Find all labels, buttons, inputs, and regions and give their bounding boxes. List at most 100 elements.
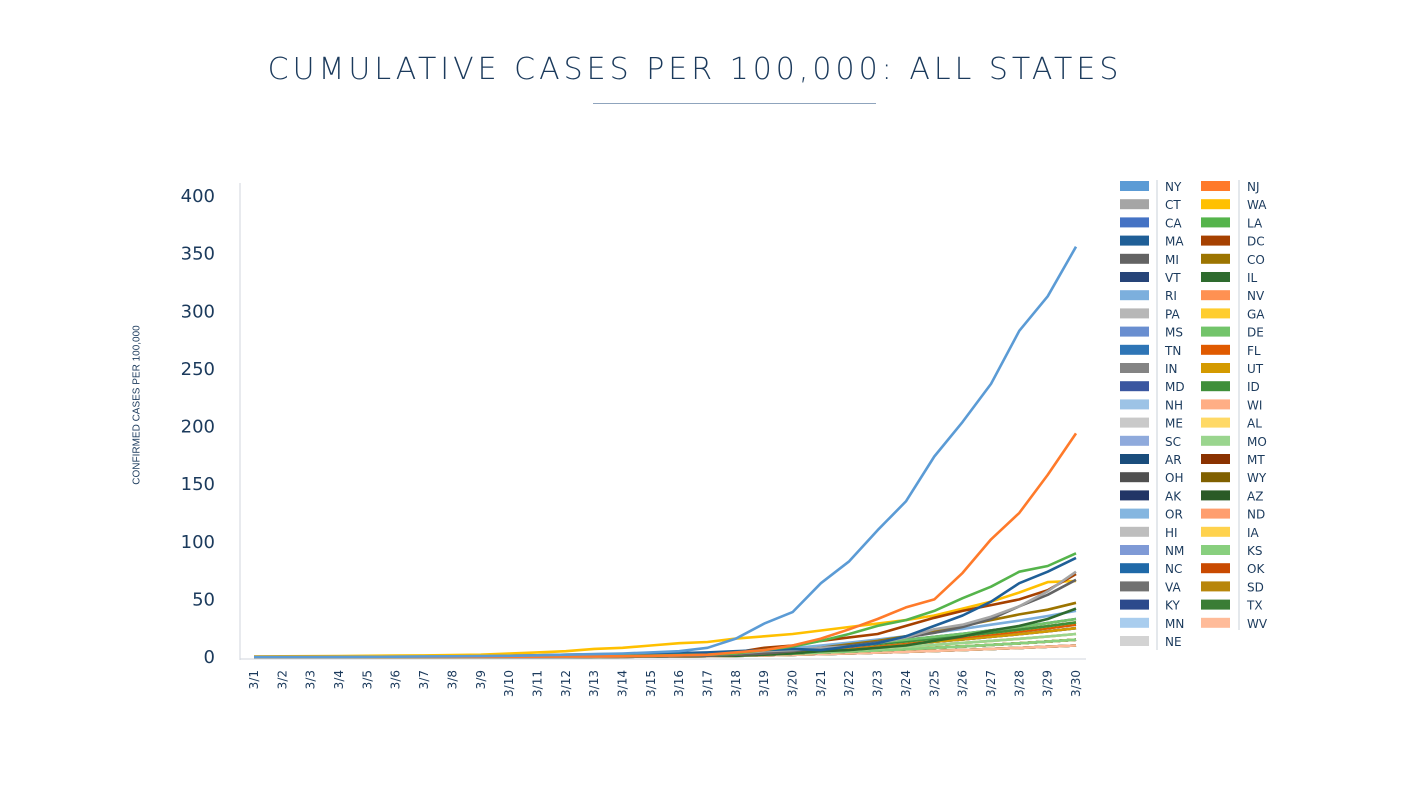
x-tick-label: 3/18 (729, 670, 743, 697)
x-tick-label: 3/26 (956, 670, 970, 697)
legend-label-wy: WY (1247, 471, 1267, 485)
x-tick-label: 3/2 (275, 670, 289, 689)
x-tick-label: 3/17 (701, 670, 715, 697)
legend-swatch-va (1120, 581, 1149, 592)
legend-label-hi: HI (1165, 526, 1178, 540)
x-tick-label: 3/20 (786, 670, 800, 697)
legend-swatch-ri (1120, 290, 1149, 301)
legend-swatch-nm (1120, 545, 1149, 555)
legend-label-tn: TN (1164, 344, 1181, 358)
x-tick-label: 3/1 (247, 670, 261, 689)
y-tick-label: 300 (181, 301, 215, 322)
legend-swatch-md (1120, 381, 1149, 392)
legend-swatch-nv (1201, 290, 1230, 301)
x-tick-label: 3/12 (559, 670, 573, 697)
legend-label-sc: SC (1165, 435, 1181, 449)
legend-label-ms: MS (1165, 326, 1183, 340)
legend-swatch-in (1120, 363, 1149, 373)
legend-swatch-vt (1120, 272, 1149, 282)
legend-swatch-ma (1120, 235, 1149, 246)
legend-swatch-ut (1201, 363, 1230, 373)
legend-swatch-mt (1201, 454, 1230, 464)
legend-label-mo: MO (1247, 435, 1267, 449)
legend-label-de: DE (1247, 326, 1264, 340)
legend-swatch-ms (1120, 326, 1149, 337)
x-tick-label: 3/15 (644, 670, 658, 697)
y-tick-label: 350 (181, 244, 215, 265)
legend-swatch-il (1201, 272, 1230, 282)
series-line-ma (254, 556, 1077, 659)
legend-label-wi: WI (1247, 398, 1262, 412)
legend-swatch-az (1201, 490, 1230, 501)
legend-label-wa: WA (1247, 198, 1267, 212)
x-tick-label: 3/25 (927, 670, 941, 697)
legend-label-me: ME (1165, 417, 1183, 431)
x-tick-label: 3/6 (389, 670, 403, 689)
legend-label-mn: MN (1165, 617, 1184, 631)
legend-swatch-mn (1120, 617, 1149, 628)
legend-swatch-wv (1201, 617, 1230, 628)
legend-label-pa: PA (1165, 307, 1180, 321)
legend-label-ia: IA (1247, 526, 1260, 540)
legend-swatch-sd (1201, 581, 1230, 592)
legend-label-nh: NH (1165, 398, 1183, 412)
legend-swatch-co (1201, 253, 1230, 264)
legend-label-in: IN (1165, 362, 1178, 376)
y-tick-label: 200 (181, 417, 215, 438)
legend-swatch-nc (1120, 563, 1149, 574)
legend-swatch-tx (1201, 599, 1230, 610)
legend-label-nj: NJ (1247, 180, 1260, 194)
legend-label-ca: CA (1165, 216, 1182, 230)
legend-label-ak: AK (1165, 489, 1182, 503)
legend-swatch-id (1201, 381, 1230, 392)
y-tick-label: 100 (181, 532, 215, 553)
legend-label-fl: FL (1247, 344, 1261, 358)
y-tick-label: 0 (204, 647, 215, 668)
x-tick-label: 3/30 (1069, 670, 1083, 697)
legend-swatch-nh (1120, 399, 1149, 410)
legend-label-mt: MT (1247, 453, 1265, 467)
legend-swatch-nj (1201, 181, 1230, 191)
legend-swatch-dc (1201, 235, 1230, 246)
legend-label-id: ID (1247, 380, 1260, 394)
legend-swatch-ny (1120, 181, 1149, 191)
legend-label-nd: ND (1247, 508, 1265, 522)
legend-swatch-ak (1120, 490, 1149, 501)
y-tick-label: 250 (181, 359, 215, 380)
legend-swatch-ne (1120, 636, 1149, 646)
title-underline (593, 103, 876, 104)
legend-label-va: VA (1165, 580, 1181, 594)
x-tick-label: 3/22 (842, 670, 856, 697)
x-tick-label: 3/13 (587, 670, 601, 697)
legend-label-dc: DC (1247, 235, 1265, 249)
legend-swatch-nd (1201, 508, 1230, 519)
legend-swatch-ok (1201, 563, 1230, 574)
legend-label-il: IL (1247, 271, 1258, 285)
legend-label-ri: RI (1165, 289, 1177, 303)
series-line-nj (254, 432, 1078, 659)
y-tick-label: 50 (192, 589, 215, 610)
legend-swatch-me (1120, 417, 1149, 428)
legend-label-oh: OH (1165, 471, 1183, 485)
x-tick-label: 3/19 (757, 670, 771, 697)
legend-label-wv: WV (1247, 617, 1268, 631)
legend-label-ok: OK (1247, 562, 1265, 576)
legend-swatch-fl (1201, 344, 1230, 355)
x-tick-label: 3/3 (304, 670, 318, 689)
legend-label-nc: NC (1165, 562, 1182, 576)
legend-swatch-de (1201, 326, 1230, 337)
legend-label-tx: TX (1246, 599, 1263, 613)
legend-swatch-ca (1120, 217, 1149, 228)
legend-swatch-mi (1120, 253, 1149, 264)
legend-label-az: AZ (1247, 489, 1263, 503)
x-tick-label: 3/10 (502, 670, 516, 697)
legend-swatch-pa (1120, 308, 1149, 319)
legend-label-ne: NE (1165, 635, 1182, 649)
legend-label-ct: CT (1165, 198, 1181, 212)
legend-label-vt: VT (1165, 271, 1181, 285)
x-tick-label: 3/5 (360, 670, 374, 689)
legend-swatch-tn (1120, 344, 1149, 355)
legend-swatch-wa (1201, 199, 1230, 210)
